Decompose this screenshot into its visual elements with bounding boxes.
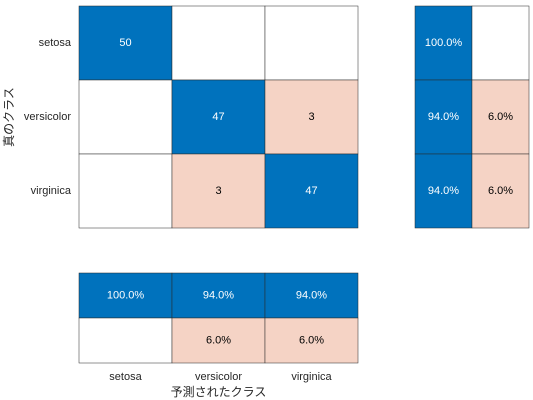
matrix-cell-value: 3 <box>308 111 314 123</box>
column-summary-value: 100.0% <box>107 290 145 302</box>
y-axis-title: 真のクラス <box>2 87 16 147</box>
y-tick-label: setosa <box>39 37 72 49</box>
column-summary-value: 6.0% <box>299 335 324 347</box>
row-summary-cell <box>414 5 473 81</box>
matrix-cell <box>264 79 359 155</box>
matrix-cell <box>171 153 266 229</box>
matrix-cell-value: 50 <box>119 37 131 49</box>
y-tick-label: virginica <box>31 185 72 197</box>
matrix-cell <box>264 153 359 229</box>
column-summary-value: 94.0% <box>296 290 327 302</box>
column-summary-cell <box>78 317 173 364</box>
y-tick-label: versicolor <box>24 111 71 123</box>
column-summary-cell <box>264 317 359 364</box>
column-summary-cell <box>171 317 266 364</box>
column-summary-value: 94.0% <box>203 290 234 302</box>
x-tick-label: virginica <box>291 371 332 383</box>
matrix-cell <box>78 79 173 155</box>
matrix-cell-value: 3 <box>215 185 221 197</box>
row-summary-cell <box>471 153 530 229</box>
matrix-cell-value: 47 <box>305 185 317 197</box>
row-summary-cell <box>471 5 530 81</box>
row-summary-value: 6.0% <box>488 185 513 197</box>
x-tick-label: versicolor <box>195 371 242 383</box>
matrix-cell-value: 47 <box>212 111 224 123</box>
column-summary-value: 6.0% <box>206 335 231 347</box>
row-summary-value: 100.0% <box>425 37 463 49</box>
row-summary-value: 94.0% <box>428 111 459 123</box>
row-summary-value: 6.0% <box>488 111 513 123</box>
row-summary-cell <box>414 153 473 229</box>
matrix-cell <box>78 5 173 81</box>
row-summary-value: 94.0% <box>428 185 459 197</box>
column-summary-cell <box>171 272 266 319</box>
matrix-cell <box>264 5 359 81</box>
x-axis-title: 予測されたクラス <box>171 385 267 399</box>
matrix-cell <box>171 79 266 155</box>
column-summary-cell <box>264 272 359 319</box>
row-summary-cell <box>471 79 530 155</box>
matrix-cell <box>78 153 173 229</box>
matrix-cell <box>171 5 266 81</box>
x-tick-label: setosa <box>109 371 142 383</box>
